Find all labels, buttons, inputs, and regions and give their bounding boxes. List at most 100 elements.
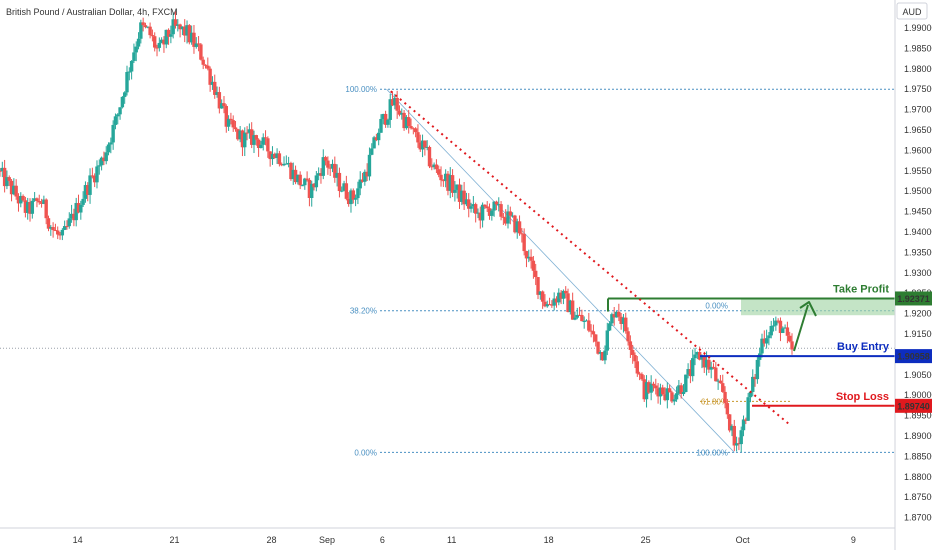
candle-body [319,173,323,176]
candle-body [681,391,686,395]
candle-body [176,24,180,26]
candle-body [439,174,443,181]
candle-body [430,166,434,168]
candle-body [573,317,577,320]
candle-body [684,374,688,392]
projection-arrowhead [799,301,817,317]
candle-body [704,359,709,368]
candle-body [552,298,556,306]
candle-body [210,81,215,85]
candle-body [280,164,284,166]
candle-body [667,388,672,393]
candle-body [534,270,538,278]
candle-body [644,382,649,400]
y-tick-label: 1.97500 [904,84,932,94]
candle-body [582,320,586,322]
candle-body [640,374,644,380]
candle-body [748,391,753,398]
candle-body [400,112,404,115]
candle-body [457,184,462,202]
candle-body [58,234,62,236]
candle-body [630,349,635,356]
candle-body [760,338,764,354]
candle-body [642,379,646,400]
candle-body [635,361,640,374]
y-tick-label: 1.94000 [904,227,932,237]
candle-body [469,206,473,209]
y-tick-label: 1.87000 [904,513,932,523]
chart-title: British Pound / Australian Dollar, 4h, F… [6,7,178,17]
candle-body [233,127,238,130]
x-tick-label: 14 [73,535,83,545]
candle-body [185,25,189,36]
candle-body [62,226,67,230]
candle-body [721,383,725,392]
candle-body [476,212,480,214]
candle-body [23,200,28,213]
candle-body [44,199,48,219]
candle-body [411,128,416,130]
candle-body [189,32,194,43]
candle-body [254,135,259,140]
candle-body [751,376,755,392]
candle-body [42,199,46,204]
candle-body [277,153,282,165]
fib-ext-label: 0.00% [705,302,728,311]
candle-body [120,96,125,108]
candle-body [490,210,494,216]
candle-body [263,137,268,139]
candle-body [395,97,399,111]
candle-body [26,202,30,213]
candle-body [711,366,716,368]
candle-body [2,167,7,187]
candle-body [647,382,651,393]
candle-body [453,189,457,193]
candle-body [633,355,637,362]
candle-body [273,153,277,159]
level-label: Take Profit [833,283,889,295]
candle-body [141,22,145,26]
candle-body [778,320,783,334]
x-tick-label: 18 [544,535,554,545]
y-tick-label: 1.95000 [904,186,932,196]
candle-body [762,338,767,344]
candle-body [517,221,522,234]
candle-body [310,183,314,199]
currency-box[interactable] [896,2,928,20]
candle-body [448,175,452,191]
candle-body [222,103,226,107]
candle-body [589,330,593,332]
candle-body [60,229,65,236]
candle-body [67,218,71,227]
candle-body [5,177,9,187]
candle-body [351,190,355,200]
candle-body [51,227,55,231]
candle-body [434,164,439,170]
candle-body [741,419,746,431]
candle-body [663,394,667,401]
candle-body [467,199,471,209]
candle-body [231,120,235,128]
candle-body [628,341,633,350]
candle-body [187,25,192,43]
candle-body [166,29,171,37]
candle-body [695,351,700,355]
y-tick-label: 1.96500 [904,125,932,135]
candle-body [88,175,92,195]
candle-body [734,443,739,446]
candle-body [709,366,713,370]
candle-body [178,24,182,30]
y-tick-label: 1.93000 [904,268,932,278]
candle-body [649,383,653,393]
candle-body [383,113,388,125]
y-tick-label: 1.97000 [904,105,932,115]
candle-body [538,291,543,295]
x-tick-label: 28 [267,535,277,545]
candle-body [335,172,339,178]
candle-body [446,173,450,191]
candle-body [150,35,155,37]
candle-body [194,43,198,47]
candle-body [374,137,379,141]
